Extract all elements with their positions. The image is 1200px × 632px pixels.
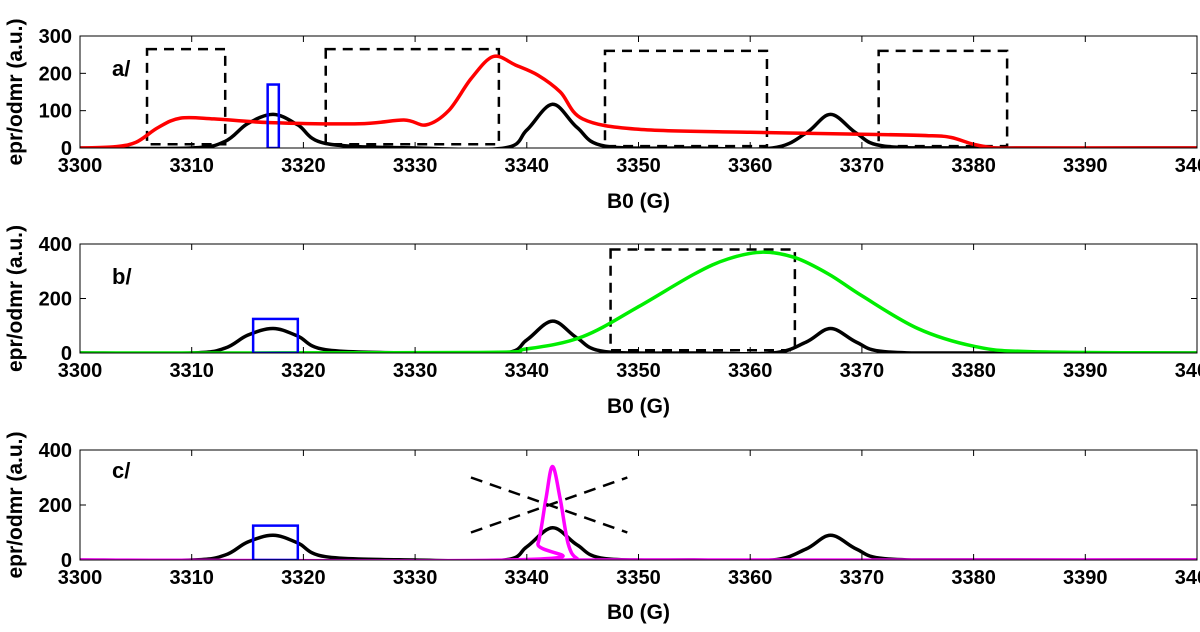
- y-tick-label: 0: [61, 550, 72, 572]
- blue-selection-box: [251, 524, 300, 560]
- y-tick-label: 0: [61, 138, 72, 160]
- blue-selection-box: [266, 83, 281, 148]
- plot-area: [80, 248, 1197, 353]
- y-tick-label: 0: [61, 343, 72, 365]
- dashed-region-box: [609, 248, 797, 352]
- x-tick-label: 3380: [951, 360, 996, 382]
- x-tick-label: 3320: [281, 567, 326, 589]
- x-tick-label: 3400: [1175, 567, 1200, 589]
- x-tick-label: 3380: [951, 567, 996, 589]
- x-tick-label: 3350: [616, 567, 661, 589]
- x-tick-label: 3330: [393, 155, 438, 177]
- dashed-region-box: [324, 47, 501, 146]
- panel-b: 3300 3310 3320 3330 3340 3350 3360 3370 3380 3390…: [4, 225, 1200, 418]
- series-line-0: [80, 102, 1197, 148]
- panel-label: b/: [112, 264, 132, 289]
- series-line-0: [80, 526, 1197, 560]
- x-tick-label: 3360: [728, 155, 773, 177]
- dashed-region-box: [145, 47, 227, 146]
- x-tick-label: 3350: [616, 155, 661, 177]
- x-tick-label: 3370: [840, 155, 885, 177]
- series-line-0: [80, 319, 1197, 353]
- y-axis-label: epr/odmr (a.u.): [4, 431, 27, 578]
- x-tick-label: 3390: [1063, 567, 1108, 589]
- x-tick-label: 3310: [169, 360, 214, 382]
- x-tick-label: 3400: [1175, 360, 1200, 382]
- plot-area: [80, 47, 1197, 148]
- series-line-1: [80, 464, 1197, 560]
- series-line-1: [80, 250, 1197, 353]
- panel-label: a/: [112, 56, 130, 81]
- plot-area: [80, 464, 1197, 560]
- x-axis-label: B0 (G): [607, 190, 670, 213]
- x-tick-label: 3400: [1175, 155, 1200, 177]
- x-tick-label: 3310: [169, 567, 214, 589]
- x-tick-label: 3360: [728, 360, 773, 382]
- x-tick-label: 3310: [169, 155, 214, 177]
- y-axis-label: epr/odmr (a.u.): [4, 18, 27, 165]
- y-tick-label: 100: [39, 101, 72, 123]
- x-tick-label: 3390: [1063, 155, 1108, 177]
- y-tick-label: 200: [39, 289, 72, 311]
- y-tick-label: 400: [39, 440, 72, 462]
- x-tick-label: 3300: [58, 567, 103, 589]
- panel-label: c/: [112, 458, 130, 483]
- x-tick-label: 3320: [281, 155, 326, 177]
- series-line-1: [80, 54, 1197, 148]
- x-axis-label: B0 (G): [607, 601, 670, 624]
- x-tick-label: 3370: [840, 567, 885, 589]
- y-tick-label: 400: [39, 234, 72, 256]
- panel-c: 3300 3310 3320 3330 3340 3350 3360 3370 3380 3390…: [4, 431, 1200, 624]
- blue-selection-box: [251, 317, 300, 353]
- x-tick-label: 3340: [505, 155, 550, 177]
- y-axis-label: epr/odmr (a.u.): [4, 225, 27, 372]
- x-tick-label: 3330: [393, 360, 438, 382]
- x-tick-label: 3340: [505, 567, 550, 589]
- y-tick-label: 200: [39, 63, 72, 85]
- x-axis-label: B0 (G): [607, 395, 670, 418]
- x-tick-label: 3370: [840, 360, 885, 382]
- x-tick-label: 3360: [728, 567, 773, 589]
- x-tick-label: 3320: [281, 360, 326, 382]
- x-tick-label: 3390: [1063, 360, 1108, 382]
- x-tick-label: 3300: [58, 155, 103, 177]
- axes-box: [79, 35, 1198, 149]
- y-tick-label: 300: [39, 26, 72, 48]
- x-tick-label: 3350: [616, 360, 661, 382]
- x-tick-label: 3380: [951, 155, 996, 177]
- x-tick-label: 3300: [58, 360, 103, 382]
- x-tick-label: 3340: [505, 360, 550, 382]
- x-tick-label: 3330: [393, 567, 438, 589]
- cross-line: [470, 476, 628, 534]
- panel-a: 3300 3310 3320 3330 3340 3350 3360 3370 3380 3390…: [4, 18, 1200, 213]
- y-tick-label: 200: [39, 495, 72, 517]
- dashed-region-box: [603, 49, 769, 148]
- dashed-region-box: [877, 49, 1009, 148]
